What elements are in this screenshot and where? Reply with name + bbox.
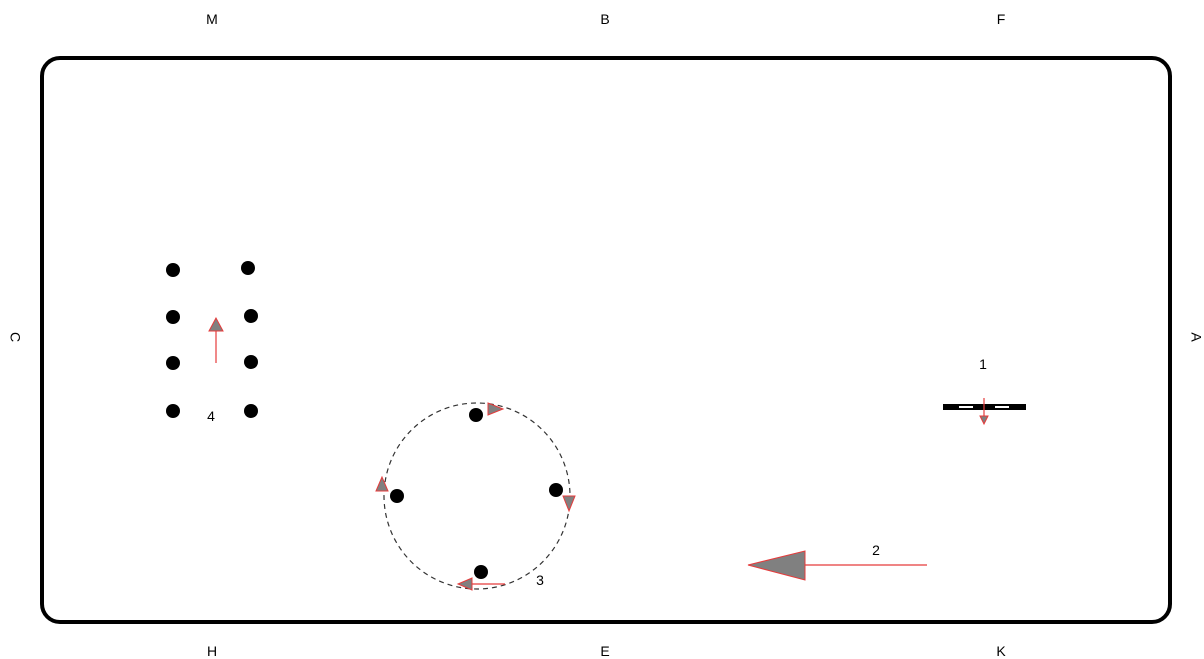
marker (469, 408, 483, 422)
arrow-up (375, 475, 389, 492)
letter-top-left: M (206, 11, 218, 27)
pole-stripe (995, 406, 1009, 408)
marker (166, 356, 180, 370)
figure-number: 3 (536, 572, 544, 588)
marker (166, 263, 180, 277)
letter-top-right: F (997, 11, 1006, 27)
arrow-left (747, 550, 806, 581)
letter-left: C (7, 332, 23, 342)
marker (549, 483, 563, 497)
letter-top-center: B (600, 11, 609, 27)
arrow-right (487, 402, 505, 416)
figure-number: 4 (207, 408, 215, 424)
marker (244, 404, 258, 418)
arrow-down (562, 495, 576, 513)
arena-border (40, 56, 1172, 624)
figure-1: 1 (943, 356, 1026, 426)
arrow-up (208, 316, 224, 363)
letter-bottom-right: K (996, 643, 1006, 659)
letter-bottom-center: E (600, 643, 609, 659)
figure-number: 2 (872, 542, 880, 558)
pole-stripe (959, 406, 973, 408)
figure-4: 4 (166, 261, 258, 424)
marker (244, 355, 258, 369)
marker (241, 261, 255, 275)
arrow-left (456, 577, 505, 591)
letter-bottom-left: H (207, 643, 217, 659)
arrow-down (979, 398, 989, 426)
marker (166, 404, 180, 418)
circle-path (383, 402, 571, 590)
figure-2: 2 (747, 542, 927, 581)
marker (244, 309, 258, 323)
figure-number: 1 (979, 356, 987, 372)
marker (474, 565, 488, 579)
marker (390, 489, 404, 503)
figure-3: 3 (375, 402, 576, 591)
marker (166, 310, 180, 324)
letter-right: A (1188, 332, 1204, 342)
